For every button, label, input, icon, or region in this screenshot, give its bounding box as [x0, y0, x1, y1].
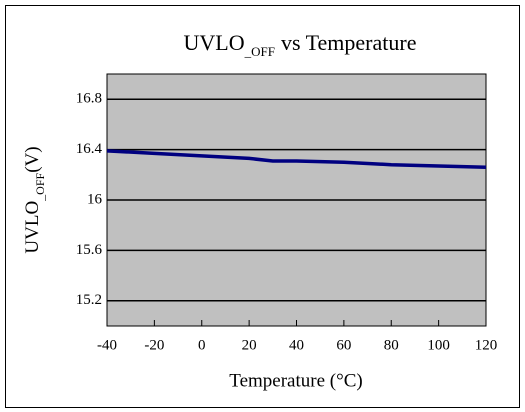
y-tick-label: 16: [87, 191, 103, 207]
x-tick-label: -20: [144, 337, 164, 353]
x-tick-label: 40: [289, 337, 304, 353]
y-axis-label: UVLO_OFF(V): [22, 146, 46, 253]
y-tick-label: 16.4: [76, 141, 103, 157]
title-rest: vs Temperature: [281, 30, 417, 55]
data-line: [106, 149, 487, 169]
x-tick-label: 100: [427, 337, 450, 353]
y-tick-label: 15.2: [76, 292, 102, 308]
x-tick-label: 60: [336, 337, 351, 353]
y-tick-label: 16.8: [76, 91, 102, 107]
y-label-unit: (V): [22, 146, 43, 172]
title-sub: _OFF: [244, 44, 275, 59]
x-tick-label: 120: [475, 337, 498, 353]
x-tick-label: -40: [97, 337, 117, 353]
x-tick-label: 80: [384, 337, 399, 353]
y-tick-label: 15.6: [76, 242, 103, 258]
x-tick-label: 0: [198, 337, 206, 353]
x-tick-label: 20: [242, 337, 257, 353]
title-main: UVLO: [184, 30, 245, 55]
x-axis-label: Temperature (°C): [229, 370, 362, 391]
chart-title: UVLO_OFF vs Temperature: [184, 30, 417, 59]
y-label-sub: _OFF: [33, 172, 47, 201]
y-label-main: UVLO: [22, 201, 43, 254]
